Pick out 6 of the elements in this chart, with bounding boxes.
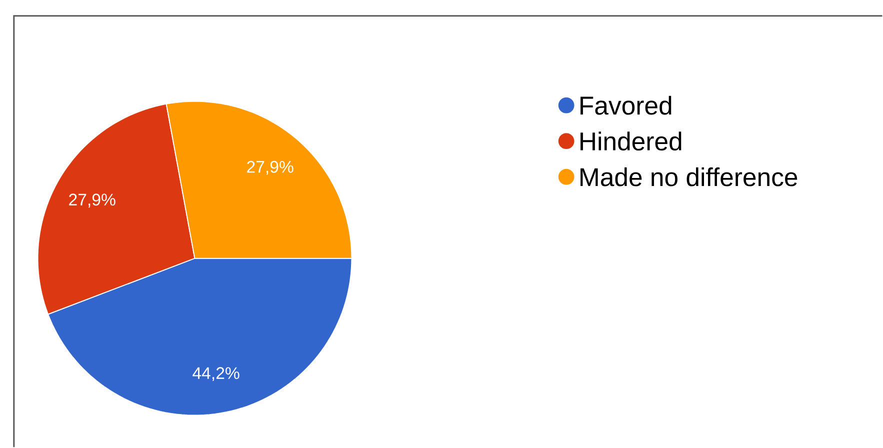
legend-label: Made no difference bbox=[580, 167, 798, 186]
data-label: 27,9% bbox=[247, 160, 294, 175]
data-label: 44,2% bbox=[192, 367, 240, 382]
legend-label: Hindered bbox=[580, 132, 682, 151]
data-label: 27,9% bbox=[69, 194, 116, 208]
legend-label: Favored bbox=[580, 96, 672, 115]
